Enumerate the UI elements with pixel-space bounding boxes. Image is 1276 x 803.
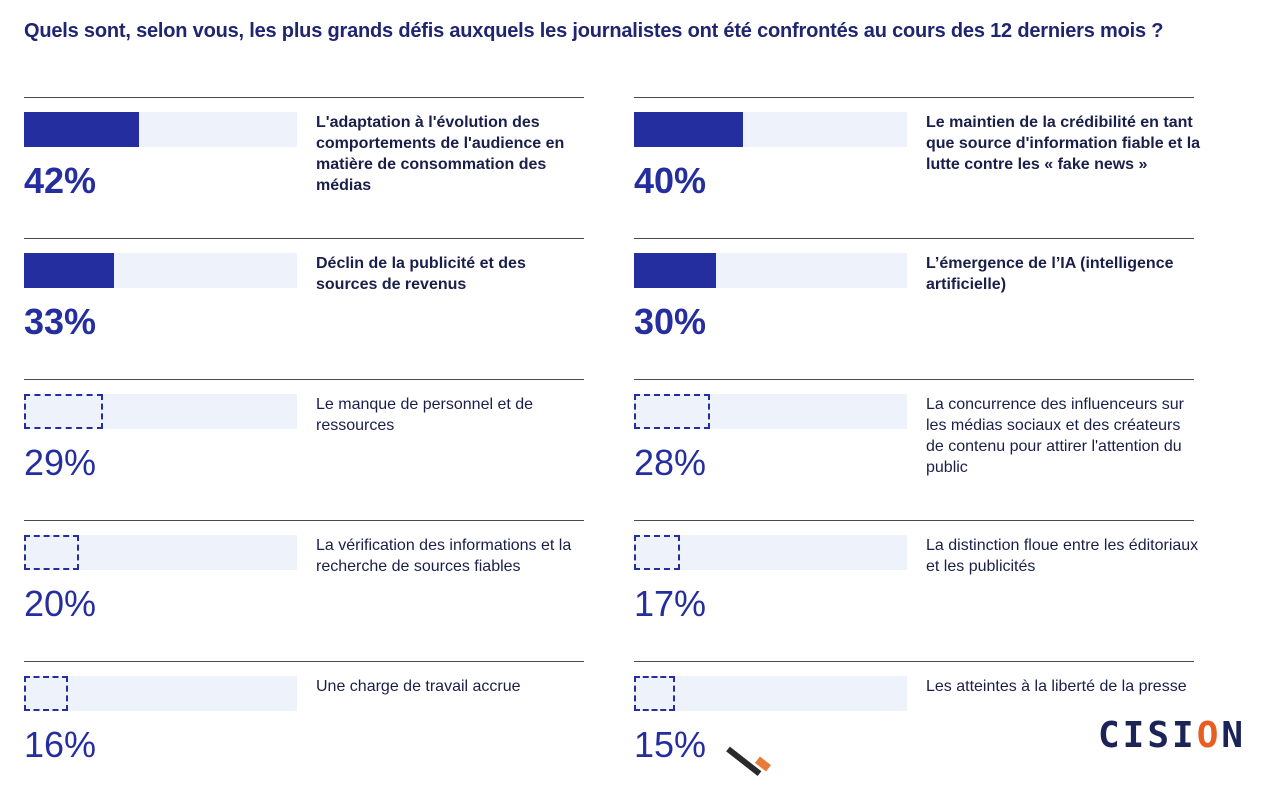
bar-track (634, 676, 907, 711)
bar-track (634, 253, 907, 288)
category-label: La distinction floue entre les éditoriau… (926, 537, 1199, 575)
category-label: Une charge de travail accrue (316, 678, 521, 695)
data-label: 29% (24, 442, 97, 483)
data-label: 28% (634, 442, 707, 483)
bar-track (634, 394, 907, 429)
logo-text-a: CISI (1098, 715, 1197, 756)
chart-row: 28% La concurrence des influenceurs sur l… (634, 379, 1194, 521)
chart-row: 40% Le maintien de la crédibilité en tant… (634, 97, 1200, 239)
chart-row: 15% Les atteintes à la liberté de la pres… (634, 661, 1194, 803)
category-label: L’émergence de l’IA (intelligence artifi… (926, 255, 1174, 293)
category-label: La concurrence des influenceurs sur les … (926, 396, 1184, 476)
category-label: Les atteintes à la liberté de la presse (926, 678, 1187, 695)
bar (634, 394, 710, 429)
category-label: L'adaptation à l'évolution des comportem… (316, 114, 565, 194)
data-label: 30% (634, 301, 707, 342)
bar-track (24, 535, 297, 570)
bar-track (634, 535, 907, 570)
bar (24, 676, 68, 711)
bar (24, 394, 103, 429)
bar (24, 535, 79, 570)
bar-track (24, 394, 297, 429)
logo-text-c: N (1221, 715, 1247, 756)
data-label: 17% (634, 583, 707, 624)
data-label: 33% (24, 301, 97, 342)
data-label: 16% (24, 724, 97, 765)
bar (634, 535, 680, 570)
bar (634, 253, 716, 288)
bar-track (24, 676, 297, 711)
logo-text-b: O (1196, 715, 1222, 756)
chart-row: 42% L'adaptation à l'évolution des compor… (24, 97, 584, 239)
bar-track (634, 112, 907, 147)
category-label: Le manque de personnel et de ressources (316, 396, 534, 434)
chart-row: 29% Le manque de personnel et de ressourc… (24, 379, 584, 521)
category-label: Déclin de la publicité et des sources de… (316, 255, 526, 293)
chart-row: 17% La distinction floue entre les éditor… (634, 520, 1198, 662)
data-label: 40% (634, 160, 707, 201)
cision-logo: CISION (1098, 716, 1246, 756)
bar-track (24, 253, 297, 288)
chart-row: 20% La vérification des informations et l… (24, 520, 584, 662)
chart-row: 33% Déclin de la publicité et des sources… (24, 238, 584, 380)
bar (634, 112, 743, 147)
chart-row: 16% Une charge de travail accrue (24, 661, 584, 803)
bar (634, 676, 675, 711)
bar-track (24, 112, 297, 147)
data-label: 15% (634, 724, 707, 765)
bar (24, 253, 114, 288)
data-label: 42% (24, 160, 97, 201)
data-label: 20% (24, 583, 97, 624)
category-label: La vérification des informations et la r… (316, 537, 572, 575)
chart-title: Quels sont, selon vous, les plus grands … (24, 20, 1164, 42)
category-label: Le maintien de la crédibilité en tant qu… (926, 114, 1201, 173)
chart-row: 30% L’émergence de l’IA (intelligence art… (634, 238, 1194, 380)
bar (24, 112, 139, 147)
